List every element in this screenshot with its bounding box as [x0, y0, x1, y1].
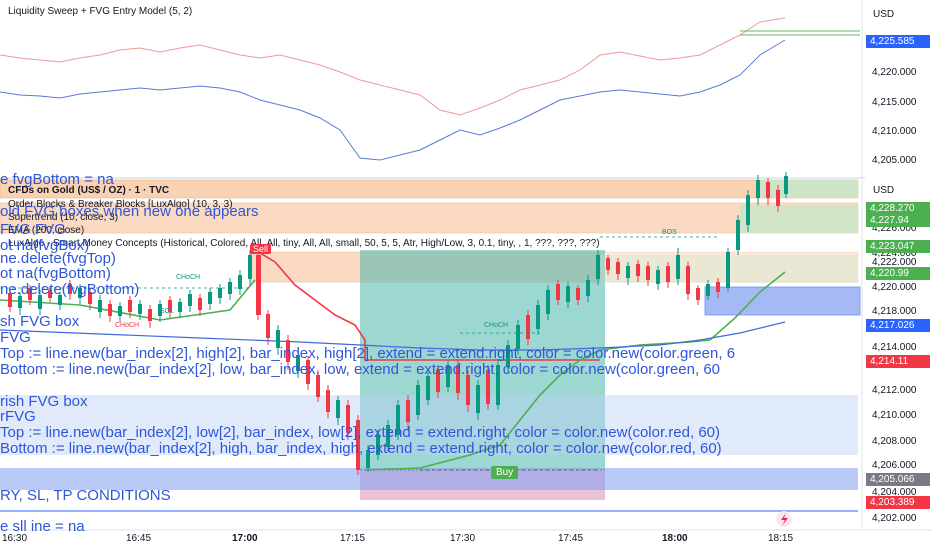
- price-tag: 4,228.270: [866, 202, 930, 215]
- code-line: rFVG: [0, 408, 36, 425]
- code-line: Bottom := line.new(bar_index[2], low, ba…: [0, 361, 721, 378]
- indicator-legend-2[interactable]: Supertrend (10, close, 3): [8, 212, 119, 223]
- price-tag: 4,227.94: [866, 214, 930, 227]
- price-tick: 4,224.000: [872, 248, 917, 259]
- choch-label: CHoCH: [176, 274, 201, 281]
- price-tag: 4,217.026: [866, 319, 930, 332]
- candles: [8, 172, 788, 475]
- buy-label: Buy: [491, 466, 519, 479]
- price-tick: 4,222.000: [872, 257, 917, 268]
- price-tag: 4,220.99: [866, 267, 930, 280]
- top-pane-plot: [0, 17, 860, 161]
- price-tag: 4,205.066: [866, 473, 930, 486]
- code-line: ne.delete(fvgTop): [0, 250, 116, 267]
- code-line: e sll ine = na: [0, 518, 85, 535]
- top-tick: 4,215.000: [872, 97, 917, 108]
- code-line: ot na(fvgBottom): [0, 265, 111, 282]
- choch-label: CHoCH: [115, 322, 140, 329]
- choch-label: CHoCH: [484, 322, 509, 329]
- time-tick: 17:30: [450, 533, 476, 544]
- main-pane-currency[interactable]: USD: [873, 185, 895, 196]
- time-tick: 18:15: [768, 533, 794, 544]
- price-tag: 4,214.11: [866, 355, 930, 368]
- code-line: ne.delete(fvgBottom): [0, 281, 140, 298]
- price-tick: 4,220.000: [872, 282, 917, 293]
- code-line: Bottom := line.new(bar_index[2], high, b…: [0, 440, 722, 457]
- sell-label: Sell: [250, 244, 272, 254]
- code-line: FVG: [0, 329, 31, 346]
- price-tick: 4,208.000: [872, 436, 917, 447]
- code-line: e fvgBottom = na: [0, 171, 114, 188]
- time-tick: 16:30: [2, 533, 28, 544]
- code-line: Top := line.new(bar_index[2], low[2], ba…: [0, 424, 720, 441]
- price-tick: 4,226.000: [872, 223, 917, 234]
- top-tick: 4,205.000: [872, 155, 917, 166]
- bos-label: BOS: [662, 229, 677, 236]
- code-line: sh FVG box: [0, 313, 80, 330]
- code-line: ot na(fvgBox): [0, 237, 90, 254]
- indicator-legend-4[interactable]: LuxAlgo - Smart Money Concepts (Historic…: [8, 238, 600, 249]
- code-line: rish FVG box: [0, 393, 88, 410]
- code-line: FVG FVG: [0, 221, 66, 238]
- symbol-title[interactable]: CFDs on Gold (US$ / OZ) · 1 · TVC: [8, 185, 170, 196]
- time-tick: 17:15: [340, 533, 366, 544]
- top-pane-title[interactable]: Liquidity Sweep + FVG Entry Model (5, 2): [8, 6, 193, 17]
- price-tick: 4,202.000: [872, 513, 917, 524]
- price-tick: 4,206.000: [872, 460, 917, 471]
- ema-line: [0, 321, 786, 351]
- indicator-legend-1[interactable]: Order Blocks & Breaker Blocks [LuxAlgo] …: [8, 199, 233, 210]
- indicator-legend-3[interactable]: EMA (200, close): [8, 225, 85, 236]
- price-tick: 4,204.000: [872, 487, 917, 498]
- top-pane-price-tag: 4,225.585: [866, 35, 930, 48]
- price-tick: 4,212.000: [872, 385, 917, 396]
- time-tick: 17:00: [232, 533, 258, 544]
- price-tag: 4,203.389: [866, 496, 930, 509]
- code-line: old FVG boxes when new one appears: [0, 203, 259, 220]
- price-tag: 4,223.047: [866, 240, 930, 253]
- code-line: RY, SL, TP CONDITIONS: [0, 487, 171, 504]
- time-tick: 18:00: [662, 533, 688, 544]
- price-tick: 4,210.000: [872, 410, 917, 421]
- top-tick: 4,220.000: [872, 67, 917, 78]
- time-tick: 17:45: [558, 533, 584, 544]
- sol-label: SOL: [160, 308, 175, 315]
- price-tick: 4,218.000: [872, 306, 917, 317]
- time-tick: 16:45: [126, 533, 152, 544]
- top-tick: 4,210.000: [872, 126, 917, 137]
- top-pane-currency[interactable]: USD: [873, 9, 895, 20]
- price-tick: 4,214.000: [872, 342, 917, 353]
- code-line: Top := line.new(bar_index[2], high[2], b…: [0, 345, 736, 362]
- blue-zones: [0, 286, 861, 512]
